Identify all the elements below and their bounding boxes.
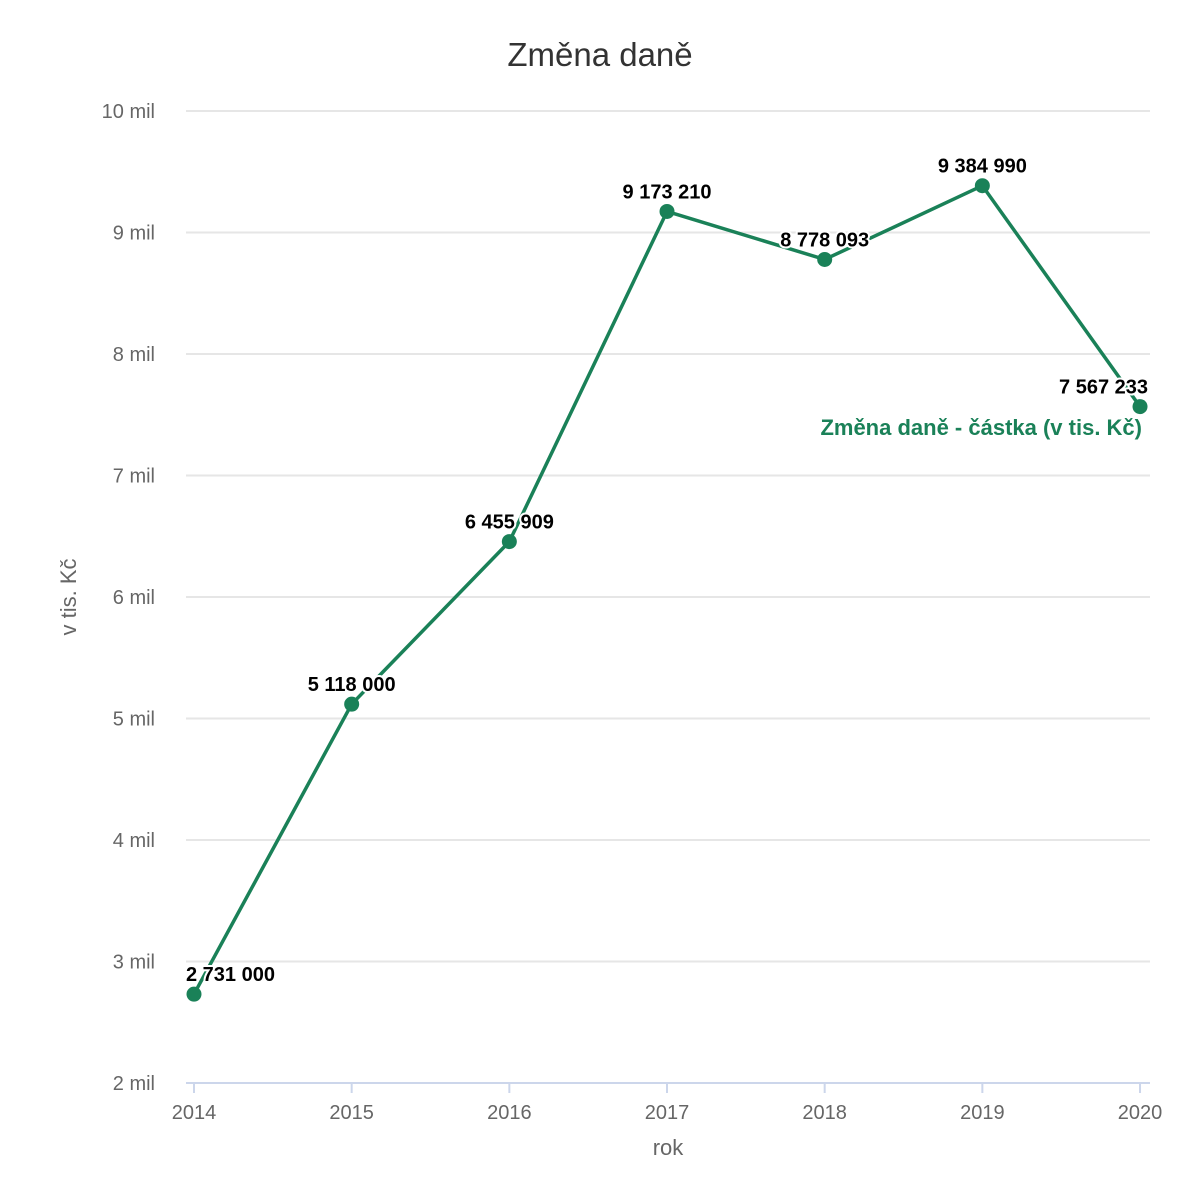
data-label: 8 778 093 — [780, 229, 869, 251]
x-axis-ticks: 2014 2015 2016 2017 2018 2019 2020 — [172, 1083, 1163, 1124]
y-tick-label: 7 mil — [113, 466, 155, 488]
data-label: 2 731 000 — [186, 964, 275, 986]
data-point — [501, 534, 517, 550]
y-tick-label: 5 mil — [113, 709, 155, 731]
series-group — [186, 178, 1148, 1002]
x-tick-label: 2015 — [329, 1102, 374, 1124]
y-tick-label: 10 mil — [102, 101, 155, 123]
y-tick-label: 9 mil — [113, 223, 155, 245]
x-tick-label: 2020 — [1118, 1102, 1163, 1124]
data-label: 6 455 909 — [465, 512, 554, 534]
series-line — [192, 183, 1142, 996]
x-tick-label: 2014 — [172, 1102, 217, 1124]
data-label: 5 118 000 — [308, 674, 396, 696]
y-tick-label: 4 mil — [113, 830, 155, 852]
y-axis-title: v tis. Kč — [56, 558, 81, 635]
y-tick-label: 2 mil — [113, 1073, 155, 1095]
gridlines — [186, 110, 1150, 963]
data-label: 9 173 210 — [623, 181, 712, 203]
x-tick-label: 2017 — [645, 1102, 690, 1124]
data-label: 7 567 233 — [1059, 377, 1148, 399]
series-label: Změna daně - částka (v tis. Kč) — [820, 415, 1142, 440]
data-point — [1132, 399, 1148, 415]
x-tick-label: 2019 — [960, 1102, 1005, 1124]
x-tick-label: 2016 — [487, 1102, 532, 1124]
data-point — [974, 178, 990, 194]
x-axis-title: rok — [653, 1135, 685, 1160]
data-label: 9 384 990 — [938, 156, 1027, 178]
data-point — [344, 696, 360, 712]
chart-title: Změna daně — [507, 36, 692, 73]
y-tick-label: 8 mil — [113, 344, 155, 366]
data-point — [186, 986, 202, 1002]
data-point — [659, 203, 675, 219]
y-axis-ticks: 2 mil 3 mil 4 mil 5 mil 6 mil 7 mil 8 mil 9 mil… — [102, 101, 155, 1095]
data-labels: 2 731 000 5 118 000 6 455 909 9 173 210 8 77… — [184, 154, 1150, 988]
data-point — [817, 251, 833, 267]
y-tick-label: 6 mil — [113, 587, 155, 609]
x-tick-label: 2018 — [802, 1102, 847, 1124]
y-tick-label: 3 mil — [113, 952, 155, 974]
